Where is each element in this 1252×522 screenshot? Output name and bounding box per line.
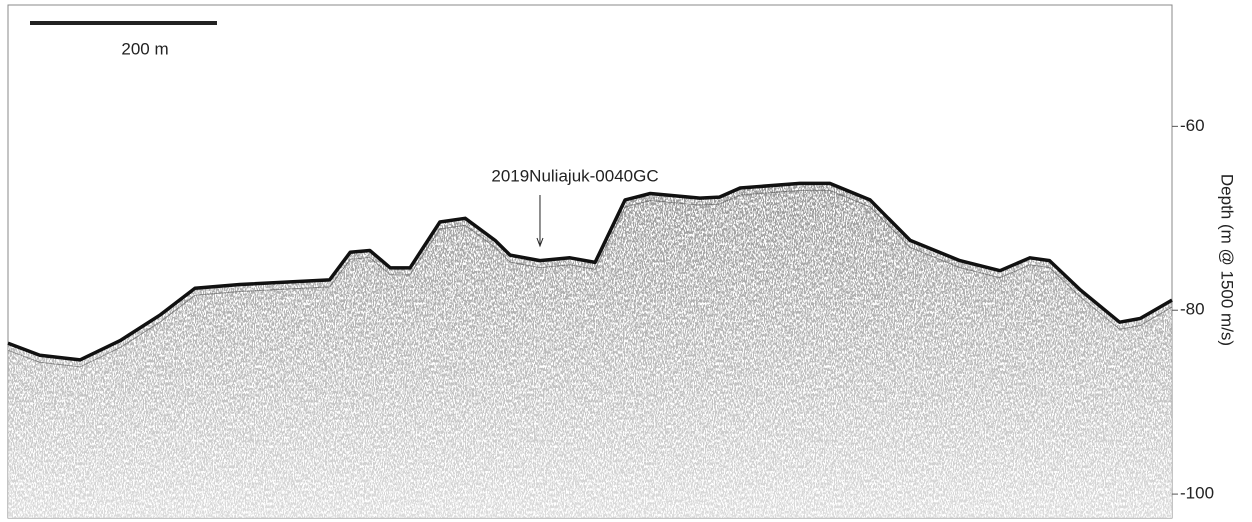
y-tick-label: -60 bbox=[1180, 116, 1205, 135]
annotation-text: 2019Nuliajuk-0040GC bbox=[491, 166, 658, 185]
chart: 2019Nuliajuk-0040GC Depth (m @ 1500 m/s)… bbox=[0, 0, 1252, 522]
y-tick-label: -80 bbox=[1180, 300, 1205, 319]
scale-bar-label: 200 m bbox=[121, 39, 168, 58]
y-axis-label: Depth (m @ 1500 m/s) bbox=[1218, 174, 1237, 346]
y-tick-label: -100 bbox=[1180, 484, 1214, 503]
